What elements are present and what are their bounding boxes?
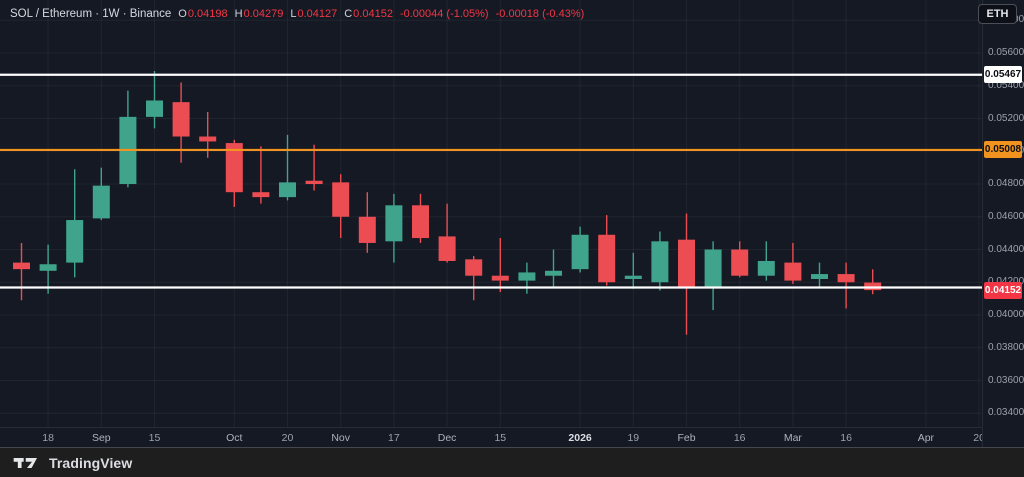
ohlc-low: L 0.04127 <box>290 8 338 20</box>
candle-body <box>225 143 243 193</box>
candle-body <box>199 136 217 142</box>
time-tick-label: 20 <box>281 432 294 444</box>
price-tick-label: 0.04400 <box>988 243 1024 255</box>
candle-body <box>92 185 110 219</box>
time-tick-label: 20 <box>973 432 985 444</box>
price-tick-label: 0.04800 <box>988 178 1024 189</box>
change-absolute: -0.00044 (-1.05%) <box>399 8 489 20</box>
candle-body <box>13 262 30 270</box>
candle-body <box>438 236 456 261</box>
candle-body <box>837 274 855 283</box>
tradingview-wordmark: TradingView <box>49 454 133 471</box>
candle-body <box>146 100 163 117</box>
price-axis[interactable]: 0.058000.056000.054000.052000.050000.048… <box>982 0 1024 447</box>
chart-pane[interactable]: SOL / Ethereum · 1W · Binance O 0.04198 … <box>0 0 982 427</box>
level-price-label: 0.05008 <box>984 141 1022 159</box>
ohlc-high: H 0.04279 <box>234 8 284 20</box>
candle-body <box>757 260 775 276</box>
price-tick-label: 0.05200 <box>988 112 1024 124</box>
time-tick-label: Nov <box>331 432 351 444</box>
time-tick-label: 2026 <box>568 432 592 444</box>
change-percent: -0.00018 (-0.43%) <box>495 8 585 20</box>
candle-body <box>784 262 802 281</box>
price-tick-label: 0.05400 <box>988 79 1024 91</box>
time-tick-label: Mar <box>783 432 802 444</box>
currency-toggle-eth[interactable]: ETH <box>978 4 1017 24</box>
price-tick-label: 0.03800 <box>988 341 1024 353</box>
time-tick-label: 17 <box>388 432 400 444</box>
symbol-info-bar: SOL / Ethereum · 1W · Binance O 0.04198 … <box>10 8 584 20</box>
last-price-label: 0.04152 <box>984 281 1022 299</box>
time-tick-label: 16 <box>840 432 852 444</box>
price-tick-label: 0.04000 <box>988 309 1024 320</box>
candle-body <box>252 192 270 198</box>
level-price-label: 0.05467 <box>984 66 1022 84</box>
time-tick-label: 18 <box>42 432 54 444</box>
time-tick-label: Dec <box>437 432 457 444</box>
time-axis[interactable]: 18 Sep 15 Oct 20 Nov 17 Dec 15 2026 19 Feb 16 Mar 16 Ap… <box>0 427 985 447</box>
time-tick-label: Feb <box>677 432 696 444</box>
symbol-title[interactable]: SOL / Ethereum · 1W · Binance <box>10 8 172 20</box>
tradingview-logo[interactable]: TradingView <box>12 454 132 472</box>
ohlc-close: C 0.04152 <box>344 8 393 20</box>
price-tick-label: 0.05600 <box>988 47 1024 58</box>
candle-body <box>571 234 589 270</box>
candle-body <box>518 272 536 281</box>
candlestick-chart <box>0 0 982 427</box>
price-tick-label: 0.03600 <box>988 374 1024 386</box>
candle-body <box>465 259 483 276</box>
candle-body <box>731 249 749 276</box>
time-tick-label: Apr <box>917 432 935 444</box>
candle-body <box>864 282 882 291</box>
time-tick-label: Sep <box>91 432 111 444</box>
time-tick-label: Oct <box>226 432 243 444</box>
candle-body <box>332 182 350 217</box>
candle-body <box>811 274 828 279</box>
time-tick-label: 15 <box>494 432 507 444</box>
candle-body <box>545 270 562 276</box>
candle-body <box>704 249 722 288</box>
ohlc-open: O 0.04198 <box>178 8 228 20</box>
price-tick-label: 0.03400 <box>988 407 1024 419</box>
candle-body <box>678 239 695 288</box>
candle-body <box>279 182 296 198</box>
candle-body <box>66 220 84 263</box>
candle-body <box>624 275 642 279</box>
time-tick-label: 19 <box>627 432 640 444</box>
time-tick-label: 16 <box>733 432 746 444</box>
candle-body <box>598 234 616 283</box>
candle-body <box>172 102 190 137</box>
price-tick-label: 0.04600 <box>988 210 1024 222</box>
candle-body <box>39 264 57 271</box>
candle-body <box>305 180 323 185</box>
candle-body <box>412 205 429 239</box>
candle-body <box>358 216 376 243</box>
footer-bar: TradingView <box>0 447 1024 477</box>
time-tick-label: 15 <box>148 432 161 444</box>
candle-body <box>651 241 669 283</box>
candle-body <box>491 275 509 281</box>
candle-body <box>385 205 403 242</box>
tradingview-logo-icon <box>13 457 37 468</box>
